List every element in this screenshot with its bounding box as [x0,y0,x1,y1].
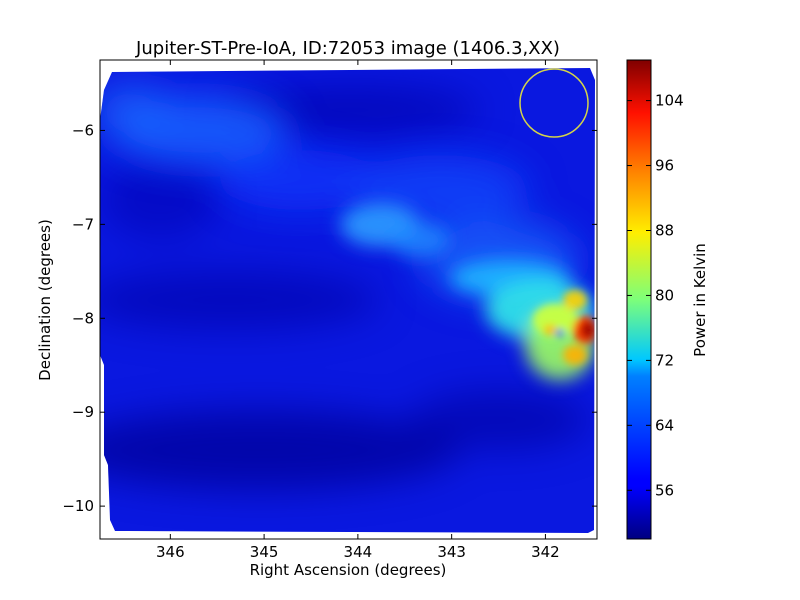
x-axis: 346 345 344 343 342 [156,60,560,561]
chart-title: Jupiter-ST-Pre-IoA, ID:72053 image (1406… [135,38,560,59]
x-tick-label: 346 [156,543,185,561]
y-axis: −6 −7 −8 −9 −10 [62,121,597,515]
colorbar-tick-label: 64 [655,416,674,434]
plot-area [100,60,597,539]
y-axis-label: Declination (degrees) [36,219,54,381]
y-tick-label: −9 [72,403,94,421]
heatmap-image [100,68,595,533]
plot-frame [99,59,598,540]
x-tick-label: 344 [344,543,373,561]
colorbar-tick-label: 56 [655,481,674,499]
colorbar-ticks: 56 64 72 80 88 96 104 [627,92,684,499]
y-tick-label: −10 [62,497,94,515]
x-tick-label: 342 [531,543,560,561]
y-tick-label: −7 [72,215,94,233]
x-tick-label: 343 [437,543,466,561]
y-tick-label: −8 [72,309,94,327]
y-tick-label: −6 [72,121,94,139]
colorbar-tick-label: 104 [655,92,684,110]
colorbar-tick-label: 96 [655,157,674,175]
beam-circle [519,68,589,138]
colorbar-label: Power in Kelvin [691,243,709,357]
colorbar-gradient [626,59,652,540]
x-tick-label: 345 [250,543,279,561]
colorbar-tick-label: 80 [655,286,674,304]
colorbar: 56 64 72 80 88 96 104 Power in Kelvin [626,59,709,540]
colorbar-tick-label: 72 [655,351,674,369]
colorbar-tick-label: 88 [655,221,674,239]
x-axis-label: Right Ascension (degrees) [250,561,447,579]
